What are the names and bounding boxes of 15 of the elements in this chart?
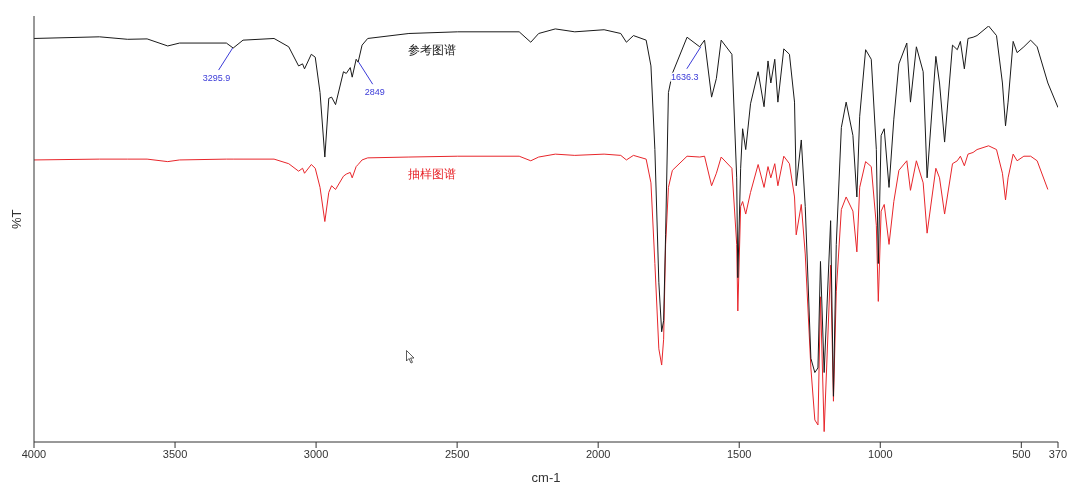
series-label: 抽样图谱 xyxy=(407,167,456,182)
x-tick-label: 2500 xyxy=(444,447,470,460)
series-label: 参考图谱 xyxy=(407,42,456,57)
annotation: 3295.9 xyxy=(202,73,231,84)
x-tick-label: 3500 xyxy=(162,447,188,460)
y-axis-title: %T xyxy=(8,209,24,229)
x-tick-label: 500 xyxy=(1012,447,1031,460)
x-tick-label: 4000 xyxy=(21,447,47,460)
x-tick-label: 1000 xyxy=(868,447,893,460)
x-tick-label: 2000 xyxy=(585,447,611,460)
x-axis-title: cm-1 xyxy=(531,470,561,485)
x-tick-label: 3000 xyxy=(303,447,329,460)
annotation: 2849 xyxy=(364,87,385,98)
x-tick-label: 1500 xyxy=(726,447,752,460)
x-tick-label: 370 xyxy=(1048,447,1068,460)
